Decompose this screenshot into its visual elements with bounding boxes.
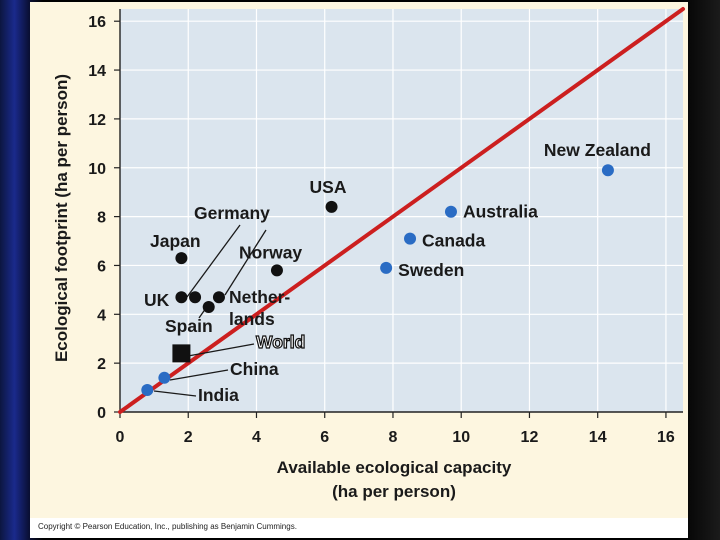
grid bbox=[120, 9, 683, 412]
data-points bbox=[141, 164, 614, 397]
x-tick-label: 16 bbox=[657, 429, 675, 446]
y-tick-label: 6 bbox=[97, 258, 106, 275]
y-tick-label: 2 bbox=[97, 356, 106, 373]
label-germany: Germany bbox=[194, 203, 270, 223]
reference-line bbox=[118, 7, 685, 414]
x-tick-label: 14 bbox=[589, 429, 607, 446]
y-tick-label: 0 bbox=[97, 405, 106, 422]
label-japan: Japan bbox=[150, 231, 201, 251]
label-usa: USA bbox=[310, 177, 347, 197]
point-spain bbox=[202, 300, 215, 313]
x-tick-label: 12 bbox=[521, 429, 539, 446]
point-japan bbox=[175, 252, 188, 265]
point-sweden bbox=[380, 261, 393, 274]
leader-germany-2 bbox=[224, 229, 267, 296]
x-axis-title-line2: (ha per person) bbox=[332, 482, 456, 501]
point-india bbox=[141, 384, 154, 397]
point-nether-lands bbox=[212, 291, 225, 304]
point-uk bbox=[175, 291, 188, 304]
point-new-zealand bbox=[601, 164, 614, 177]
label-new-zealand: New Zealand bbox=[544, 140, 651, 160]
leader-germany bbox=[186, 224, 241, 298]
copyright-text: Copyright © Pearson Education, Inc., pub… bbox=[38, 522, 297, 531]
reference-line-group bbox=[118, 7, 685, 414]
y-tick-label: 4 bbox=[97, 307, 106, 324]
leader-world bbox=[187, 343, 255, 357]
label-india: India bbox=[198, 385, 239, 405]
x-axis-title-line1: Available ecological capacity bbox=[277, 458, 512, 477]
point-china bbox=[158, 371, 171, 384]
label-sweden: Sweden bbox=[398, 260, 464, 280]
x-tick-label: 8 bbox=[389, 429, 398, 446]
leader-china bbox=[169, 369, 229, 381]
y-tick-label: 14 bbox=[88, 63, 106, 80]
point-norway bbox=[270, 264, 283, 277]
label-uk: UK bbox=[144, 290, 170, 310]
leader-india bbox=[153, 390, 197, 397]
axes bbox=[114, 9, 683, 418]
point-world bbox=[172, 344, 191, 363]
point-australia bbox=[444, 205, 457, 218]
label-australia: Australia bbox=[463, 202, 538, 222]
label-spain: Spain bbox=[165, 316, 213, 336]
y-tick-label: 16 bbox=[88, 14, 106, 31]
data-labels: New Zealand Australia Canada Sweden USA Norwa… bbox=[144, 140, 651, 405]
x-tick-label: 10 bbox=[452, 429, 470, 446]
point-germany bbox=[189, 291, 202, 304]
label-norway: Norway bbox=[239, 242, 302, 262]
x-tick-label: 4 bbox=[252, 429, 261, 446]
scatter-chart: New Zealand Australia Canada Sweden USA Norwa… bbox=[30, 2, 688, 518]
slide: New Zealand Australia Canada Sweden USA Norwa… bbox=[30, 2, 688, 538]
y-axis-title: Ecological footprint (ha per person) bbox=[52, 74, 71, 362]
y-tick-label: 10 bbox=[88, 161, 106, 178]
x-tick-label: 2 bbox=[184, 429, 193, 446]
point-canada bbox=[404, 232, 417, 245]
x-tick-label: 0 bbox=[116, 429, 125, 446]
x-tick-label: 6 bbox=[320, 429, 329, 446]
label-world: World bbox=[256, 332, 305, 352]
y-tick-label: 12 bbox=[88, 112, 106, 129]
point-usa bbox=[325, 200, 338, 213]
tick-labels: 0 2 4 6 8 10 12 14 16 0 2 4 6 8 10 12 14 16 bbox=[88, 14, 675, 446]
label-china: China bbox=[230, 359, 279, 379]
label-canada: Canada bbox=[422, 231, 485, 251]
y-tick-label: 8 bbox=[97, 210, 106, 227]
label-nether-lands: Nether-lands bbox=[229, 287, 290, 329]
